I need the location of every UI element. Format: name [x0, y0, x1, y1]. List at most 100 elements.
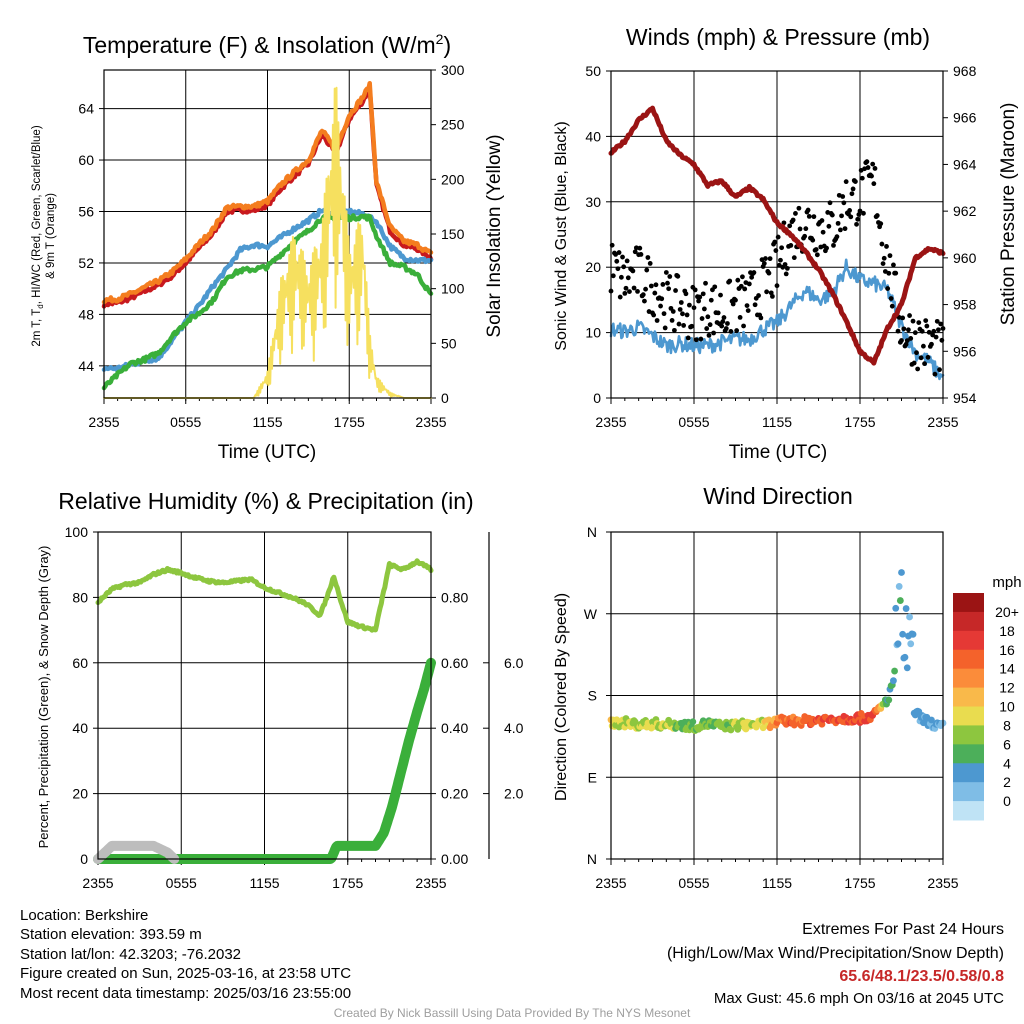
gust-point	[734, 328, 740, 333]
direction-point	[727, 726, 735, 734]
recent-timestamp: Most recent data timestamp: 2025/03/16 2…	[20, 984, 352, 1002]
series-blue-line	[609, 258, 945, 381]
gust-point	[878, 221, 884, 227]
gust-point	[843, 179, 849, 185]
extremes-box: Extremes For Past 24 Hours (High/Low/Max…	[667, 918, 1004, 1008]
gust-point	[925, 354, 931, 360]
gust-point	[635, 288, 640, 294]
colorbar-swatch	[953, 611, 984, 632]
precip-ytick-label-right: 0.20	[441, 786, 468, 802]
max-gust: Max Gust: 45.6 mph On 03/16 at 2045 UTC	[713, 989, 1004, 1007]
gust-point	[916, 320, 922, 325]
gust-point	[904, 338, 910, 343]
direction-ytick-label: E	[588, 769, 597, 785]
gust-point	[797, 226, 803, 232]
gust-point	[848, 214, 854, 220]
gust-point	[651, 312, 657, 318]
gust-point	[766, 270, 772, 276]
gust-point	[637, 245, 643, 251]
gust-point	[793, 211, 798, 216]
temperature-title: Temperature (F) & Insolation (W/m2)	[83, 31, 451, 58]
gust-point	[922, 361, 927, 367]
humidity-xtick-label: 2355	[82, 875, 113, 891]
gust-point	[703, 280, 708, 286]
gust-point	[740, 274, 745, 280]
precip-ytick-label-right: 0.00	[441, 851, 468, 867]
colorbar-swatch	[953, 593, 984, 613]
gust-point	[640, 292, 646, 298]
gust-point	[819, 218, 825, 223]
gust-point	[826, 223, 832, 229]
gust-point	[870, 161, 876, 167]
gust-point	[806, 213, 812, 219]
gust-point	[614, 258, 620, 264]
gust-point	[796, 205, 802, 211]
gust-point	[758, 315, 764, 321]
gust-point	[918, 355, 924, 361]
station-location: Location: Berkshire	[20, 907, 149, 924]
temp-border	[103, 69, 432, 399]
colorbar-swatch	[953, 649, 984, 670]
wind-direction-ylabel: Direction (Colored By Speed)	[553, 593, 570, 801]
gust-point	[673, 288, 678, 293]
gust-point	[624, 258, 630, 264]
gust-point	[857, 208, 863, 214]
humidity-ytick-label: 80	[72, 589, 88, 605]
gust-point	[718, 292, 723, 298]
gust-point	[854, 221, 859, 227]
winds-xtick-label: 1155	[762, 414, 792, 430]
series-snow-depth-line	[93, 840, 180, 864]
gust-point	[735, 277, 741, 283]
series-orange-line	[101, 80, 434, 305]
gust-point	[764, 289, 770, 295]
pressure-ytick-label-right: 966	[953, 110, 977, 126]
colorbar-label: 20+	[995, 604, 1019, 620]
gust-point	[772, 239, 778, 245]
temp-ytick-label: 48	[78, 306, 94, 322]
gust-point	[654, 318, 660, 323]
gust-point	[742, 286, 748, 292]
gust-point	[675, 273, 681, 279]
gust-point	[662, 325, 668, 331]
gust-point	[929, 341, 934, 347]
gust-point	[935, 327, 941, 333]
direction-point	[896, 597, 904, 604]
direction-border	[610, 531, 944, 860]
gust-point	[840, 194, 846, 199]
gust-point	[915, 366, 921, 372]
direction-point	[907, 640, 915, 648]
winds-xlabel: Time (UTC)	[729, 442, 828, 463]
direction-point	[891, 667, 898, 675]
gust-point	[665, 280, 670, 286]
colorbar-swatch	[953, 668, 984, 689]
humidity-ytick-label: 40	[72, 720, 88, 736]
gust-point	[661, 311, 667, 317]
gust-point	[900, 315, 906, 321]
gust-point	[871, 181, 877, 187]
gust-point	[700, 291, 706, 297]
winds-ytick-label: 0	[593, 390, 601, 406]
gust-point	[847, 207, 853, 213]
gust-point	[773, 248, 779, 253]
gust-point	[852, 179, 858, 184]
direction-ytick-label: W	[584, 606, 598, 622]
gust-point	[659, 296, 665, 302]
gust-point	[617, 294, 623, 300]
gust-point	[908, 336, 914, 341]
gust-point	[685, 335, 691, 341]
gust-point	[782, 262, 788, 267]
humidity-title: Relative Humidity (%) & Precipitation (i…	[58, 488, 473, 514]
colorbar-swatch	[953, 763, 984, 783]
temp-xtick-label: 1155	[252, 414, 282, 430]
gust-point	[775, 234, 781, 240]
gust-point	[666, 286, 672, 292]
series-blue-line	[101, 207, 434, 372]
colorbar-swatch	[953, 725, 984, 745]
gust-point	[906, 327, 911, 333]
gust-point	[707, 322, 713, 328]
insolation-ytick-label-right: 100	[441, 281, 465, 297]
winds-ytick-label: 20	[585, 259, 601, 275]
gust-point	[632, 249, 638, 255]
gust-point	[869, 173, 874, 179]
gust-point	[744, 303, 750, 308]
